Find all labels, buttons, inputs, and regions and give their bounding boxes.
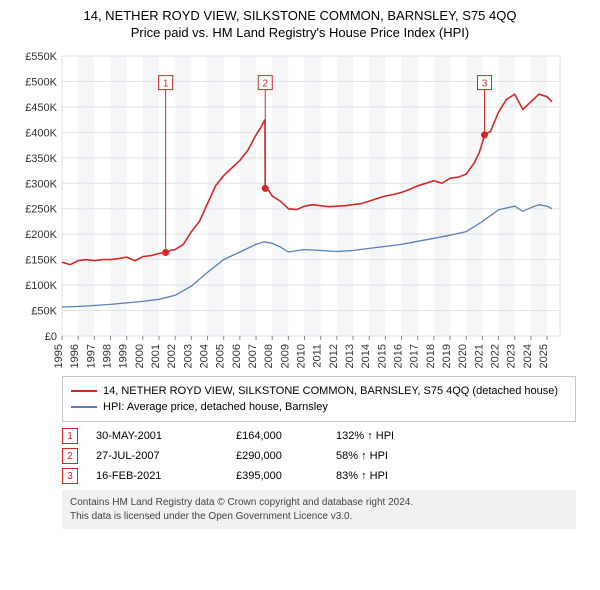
sale-point-hpi-delta: 58% ↑ HPI <box>336 450 446 462</box>
price-chart: £0 £50K £100K £150K £200K £250K £300K £350K £400… <box>12 50 588 370</box>
x-tick-label: 2010 <box>296 344 308 368</box>
sale-marker-number: 1 <box>163 79 169 90</box>
year-band <box>208 56 224 336</box>
footer-line1: Contains HM Land Registry data © Crown c… <box>70 496 568 510</box>
year-band <box>143 56 159 336</box>
x-tick-label: 2024 <box>522 344 534 368</box>
x-tick-label: 2003 <box>182 344 194 368</box>
sale-point-price: £164,000 <box>236 430 336 442</box>
page-title-line1: 14, NETHER ROYD VIEW, SILKSTONE COMMON, … <box>12 8 588 23</box>
sale-point-date: 30-MAY-2001 <box>96 430 236 442</box>
x-tick-label: 1997 <box>85 344 97 368</box>
sale-marker-dot <box>262 185 269 192</box>
x-tick-label: 2020 <box>457 344 469 368</box>
y-tick-label: £350K <box>25 153 57 165</box>
legend-item: 14, NETHER ROYD VIEW, SILKSTONE COMMON, … <box>71 383 567 399</box>
y-tick-label: £400K <box>25 127 57 139</box>
x-tick-label: 2013 <box>344 344 356 368</box>
year-band <box>434 56 450 336</box>
x-tick-label: 1995 <box>53 344 65 368</box>
y-tick-label: £550K <box>25 51 57 63</box>
y-tick-label: £150K <box>25 255 57 267</box>
x-tick-label: 2015 <box>376 344 388 368</box>
year-band <box>111 56 127 336</box>
year-band <box>78 56 94 336</box>
year-band <box>240 56 256 336</box>
x-tick-label: 2017 <box>409 344 421 368</box>
x-tick-label: 2022 <box>490 344 502 368</box>
x-tick-label: 2002 <box>166 344 178 368</box>
sale-point-hpi-delta: 132% ↑ HPI <box>336 430 446 442</box>
x-tick-label: 2023 <box>506 344 518 368</box>
sale-point-row: 1 30-MAY-2001£164,000132% ↑ HPI <box>62 426 576 446</box>
sale-point-price: £290,000 <box>236 450 336 462</box>
x-tick-label: 2012 <box>328 344 340 368</box>
sale-marker-dot <box>481 131 488 138</box>
year-band <box>272 56 288 336</box>
y-tick-label: £250K <box>25 204 57 216</box>
sale-points-table: 1 30-MAY-2001£164,000132% ↑ HPI 2 27-JUL-20… <box>62 426 576 486</box>
sale-marker-number: 2 <box>262 79 268 90</box>
x-tick-label: 2000 <box>134 344 146 368</box>
y-tick-label: £200K <box>25 229 57 241</box>
sale-marker-dot <box>162 249 169 256</box>
x-tick-label: 1999 <box>118 344 130 368</box>
x-tick-label: 2007 <box>247 344 259 368</box>
sale-point-number: 2 <box>62 448 78 464</box>
legend-item: HPI: Average price, detached house, Barn… <box>71 399 567 415</box>
y-tick-label: £50K <box>31 306 57 318</box>
x-tick-label: 2008 <box>263 344 275 368</box>
sale-point-row: 2 27-JUL-2007£290,00058% ↑ HPI <box>62 446 576 466</box>
sale-point-number: 1 <box>62 428 78 444</box>
x-tick-label: 2018 <box>425 344 437 368</box>
x-tick-label: 2021 <box>473 344 485 368</box>
footer-line2: This data is licensed under the Open Gov… <box>70 510 568 524</box>
x-tick-label: 2025 <box>538 344 550 368</box>
data-attribution: Contains HM Land Registry data © Crown c… <box>62 490 576 529</box>
x-tick-label: 2016 <box>393 344 405 368</box>
legend-label: 14, NETHER ROYD VIEW, SILKSTONE COMMON, … <box>103 385 558 397</box>
year-band <box>402 56 418 336</box>
year-band <box>337 56 353 336</box>
x-tick-label: 2011 <box>312 344 324 368</box>
y-tick-label: £100K <box>25 280 57 292</box>
x-tick-label: 2004 <box>199 344 211 368</box>
x-tick-label: 2019 <box>441 344 453 368</box>
year-band <box>531 56 547 336</box>
x-tick-label: 2006 <box>231 344 243 368</box>
y-tick-label: £500K <box>25 76 57 88</box>
y-tick-label: £300K <box>25 178 57 190</box>
sale-point-row: 3 16-FEB-2021£395,00083% ↑ HPI <box>62 466 576 486</box>
x-tick-label: 2001 <box>150 344 162 368</box>
sale-point-number: 3 <box>62 468 78 484</box>
legend: 14, NETHER ROYD VIEW, SILKSTONE COMMON, … <box>62 376 576 422</box>
legend-label: HPI: Average price, detached house, Barn… <box>103 401 328 413</box>
x-tick-label: 2014 <box>360 344 372 368</box>
year-band <box>305 56 321 336</box>
sale-point-date: 27-JUL-2007 <box>96 450 236 462</box>
y-tick-label: £0 <box>45 331 57 343</box>
year-band <box>466 56 482 336</box>
year-band <box>499 56 515 336</box>
x-tick-label: 2009 <box>279 344 291 368</box>
x-tick-label: 2005 <box>215 344 227 368</box>
sale-point-date: 16-FEB-2021 <box>96 470 236 482</box>
x-tick-label: 1998 <box>102 344 114 368</box>
sale-marker-number: 3 <box>482 79 488 90</box>
legend-swatch <box>71 390 97 392</box>
page-title-line2: Price paid vs. HM Land Registry's House … <box>12 25 588 40</box>
sale-point-price: £395,000 <box>236 470 336 482</box>
sale-point-hpi-delta: 83% ↑ HPI <box>336 470 446 482</box>
y-tick-label: £450K <box>25 102 57 114</box>
x-tick-label: 1996 <box>69 344 81 368</box>
legend-swatch <box>71 406 97 408</box>
